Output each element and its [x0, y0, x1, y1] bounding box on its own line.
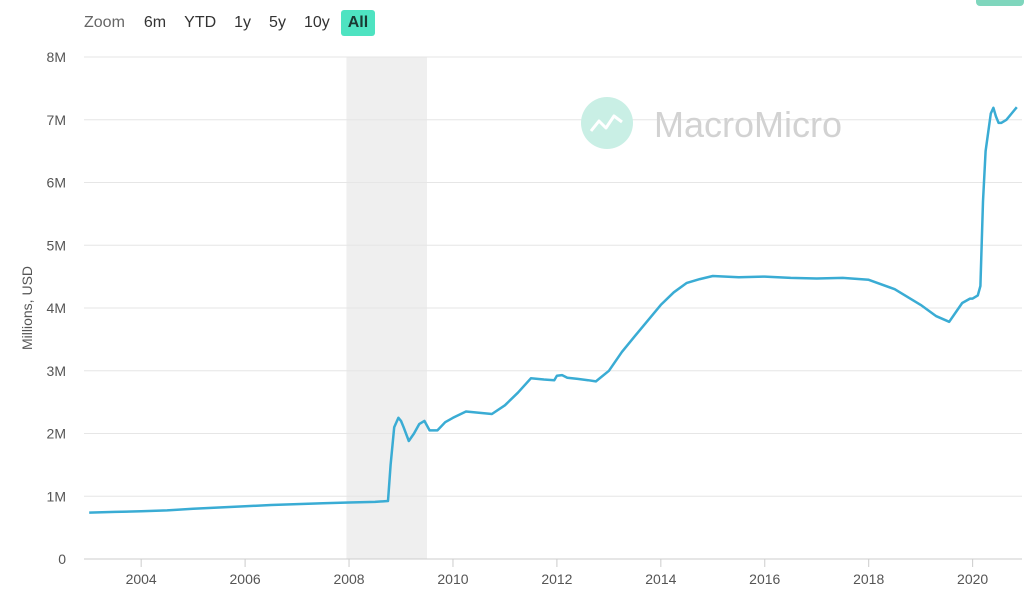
y-tick-label: 5M: [47, 237, 66, 253]
watermark-trend-line: [589, 114, 623, 132]
x-tick-label: 2008: [333, 571, 364, 587]
y-tick-label: 0: [58, 551, 66, 567]
y-tick-label: 8M: [47, 49, 66, 65]
x-tick-label: 2010: [437, 571, 468, 587]
y-tick-label: 4M: [47, 300, 66, 316]
zoom-6m-button[interactable]: 6m: [143, 14, 167, 31]
y-tick-label: 1M: [47, 488, 66, 504]
y-tick-label: 7M: [47, 112, 66, 128]
x-tick-label: 2006: [230, 571, 261, 587]
zoom-5y-button[interactable]: 5y: [269, 14, 286, 31]
y-tick-label: 6M: [47, 175, 66, 191]
series-line: [89, 106, 1018, 514]
x-tick-label: 2018: [853, 571, 884, 587]
x-tick-label: 2004: [126, 571, 157, 587]
zoom-label: Zoom: [84, 14, 125, 31]
x-tick-label: 2012: [541, 571, 572, 587]
x-tick-label: 2014: [645, 571, 676, 587]
y-tick-label: 2M: [47, 426, 66, 442]
corner-tab[interactable]: [976, 0, 1024, 6]
y-axis-label: Millions, USD: [19, 266, 35, 350]
zoom-toolbar: Zoom 6m YTD 1y 5y 10y All: [84, 10, 379, 36]
x-tick-label: 2020: [957, 571, 988, 587]
zoom-1y-button[interactable]: 1y: [234, 14, 252, 31]
chart-trend-icon: [581, 97, 633, 149]
zoom-all-button[interactable]: All: [340, 10, 376, 36]
x-tick-label: 2016: [749, 571, 780, 587]
watermark-text: MacroMicro: [654, 104, 842, 145]
watermark: MacroMicro: [581, 97, 842, 149]
zoom-ytd-button[interactable]: YTD: [184, 14, 217, 31]
y-tick-label: 3M: [47, 363, 66, 379]
zoom-10y-button[interactable]: 10y: [303, 14, 330, 31]
